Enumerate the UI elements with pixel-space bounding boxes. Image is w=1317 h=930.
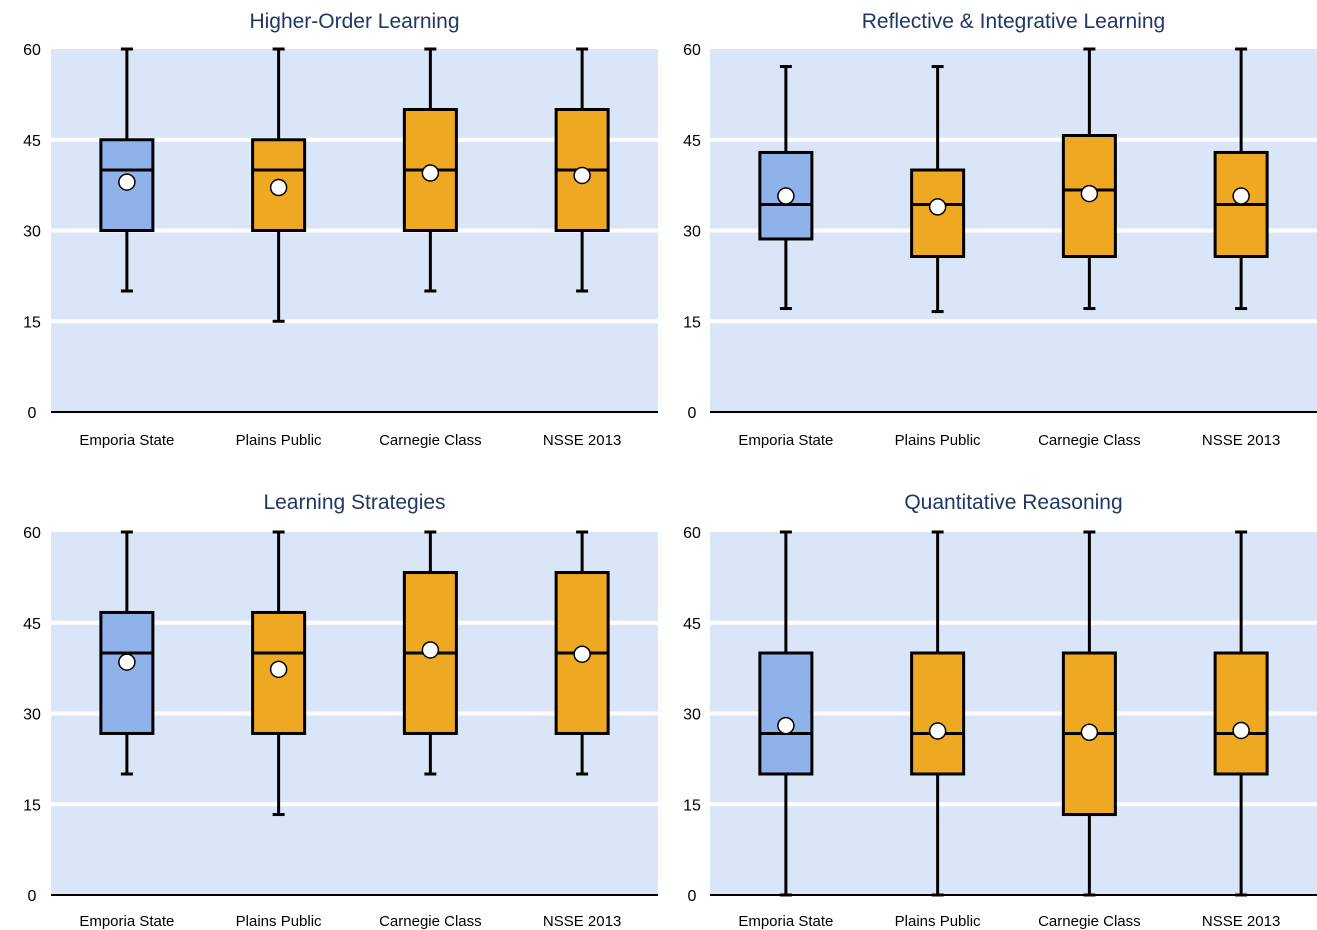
box-plot-1	[910, 65, 966, 314]
iqr-box	[1213, 651, 1269, 776]
y-tick-label: 45	[683, 133, 701, 150]
mean-marker	[1232, 721, 1250, 740]
mean-marker	[573, 645, 591, 663]
chart-title: Higher-Order Learning	[249, 10, 459, 33]
y-tick-label: 30	[23, 224, 41, 241]
box-plot-0	[99, 47, 155, 293]
iqr-box	[910, 651, 966, 776]
y-tick-label: 0	[688, 405, 697, 422]
mean-marker	[777, 187, 795, 205]
x-category-label: Emporia State	[79, 432, 174, 449]
mean-marker	[421, 164, 440, 182]
box-plot-3	[1213, 47, 1269, 311]
x-category-label: Carnegie Class	[1038, 432, 1141, 449]
box-plot-2	[402, 530, 458, 776]
mean-marker	[573, 166, 591, 185]
box-plot-2	[1061, 530, 1117, 897]
x-category-label: Emporia State	[738, 432, 833, 449]
box-plot-3	[1213, 530, 1269, 897]
y-tick-label: 15	[23, 314, 41, 331]
x-category-label: Plains Public	[236, 432, 322, 449]
y-tick-label: 45	[23, 616, 41, 633]
mean-marker	[1080, 184, 1099, 203]
y-tick-label: 15	[23, 797, 41, 814]
iqr-box	[99, 610, 155, 735]
box-plot-3	[554, 530, 610, 776]
y-tick-label: 0	[688, 888, 697, 905]
box-plot-2	[1061, 47, 1117, 311]
iqr-box	[758, 651, 814, 776]
chart-panel-reflective-integrative-learning: Reflective & Integrative Learning 0 15 30 45…	[683, 10, 1317, 449]
chart-panel-quantitative-reasoning: Quantitative Reasoning 0 15 30 45 60 Emporia S…	[683, 491, 1317, 930]
box-plot-0	[758, 530, 814, 897]
x-category-label: NSSE 2013	[543, 432, 621, 449]
mean-marker	[269, 660, 288, 679]
mean-marker	[421, 641, 440, 659]
y-tick-label: 60	[683, 525, 701, 542]
box-plot-3	[554, 47, 610, 293]
x-category-label: NSSE 2013	[1202, 432, 1280, 449]
x-category-label: Emporia State	[79, 913, 174, 930]
y-tick-label: 30	[683, 224, 701, 241]
box-plot-2	[402, 47, 458, 293]
y-tick-label: 45	[23, 133, 41, 150]
mean-marker	[1080, 723, 1099, 742]
box-plot-1	[910, 530, 966, 897]
y-tick-label: 60	[23, 525, 41, 542]
y-tick-label: 60	[683, 42, 701, 59]
y-tick-label: 15	[683, 314, 701, 331]
chart-panel-higher-order-learning: Higher-Order Learning 0 15 30 45 60 Emporia St…	[23, 10, 658, 449]
y-tick-label: 0	[28, 405, 37, 422]
x-category-label: NSSE 2013	[543, 913, 621, 930]
chart-title: Quantitative Reasoning	[904, 491, 1122, 514]
mean-marker	[1232, 187, 1250, 205]
x-category-label: Carnegie Class	[379, 913, 482, 930]
chart-title: Reflective & Integrative Learning	[862, 10, 1166, 33]
box-plot-0	[758, 65, 814, 311]
y-tick-label: 0	[28, 888, 37, 905]
mean-marker	[928, 722, 947, 740]
x-category-label: Carnegie Class	[1038, 913, 1141, 930]
y-tick-label: 15	[683, 797, 701, 814]
chart-panel-learning-strategies: Learning Strategies 0 15 30 45 60 Emporia Stat…	[23, 491, 658, 930]
x-category-label: Carnegie Class	[379, 432, 482, 449]
mean-marker	[777, 716, 795, 735]
mean-marker	[928, 198, 947, 216]
y-tick-label: 30	[23, 707, 41, 724]
chart-title: Learning Strategies	[263, 491, 445, 514]
x-category-label: Plains Public	[236, 913, 322, 930]
mean-marker	[269, 178, 288, 197]
mean-marker	[118, 173, 136, 191]
x-category-label: NSSE 2013	[1202, 913, 1280, 930]
x-category-label: Plains Public	[895, 913, 981, 930]
x-category-label: Plains Public	[895, 432, 981, 449]
y-tick-label: 45	[683, 616, 701, 633]
y-tick-label: 60	[23, 42, 41, 59]
box-plot-0	[99, 530, 155, 776]
box-plot-1	[251, 47, 307, 323]
y-tick-label: 30	[683, 707, 701, 724]
mean-marker	[118, 653, 136, 671]
box-plot-1	[251, 530, 307, 817]
x-category-label: Emporia State	[738, 913, 833, 930]
